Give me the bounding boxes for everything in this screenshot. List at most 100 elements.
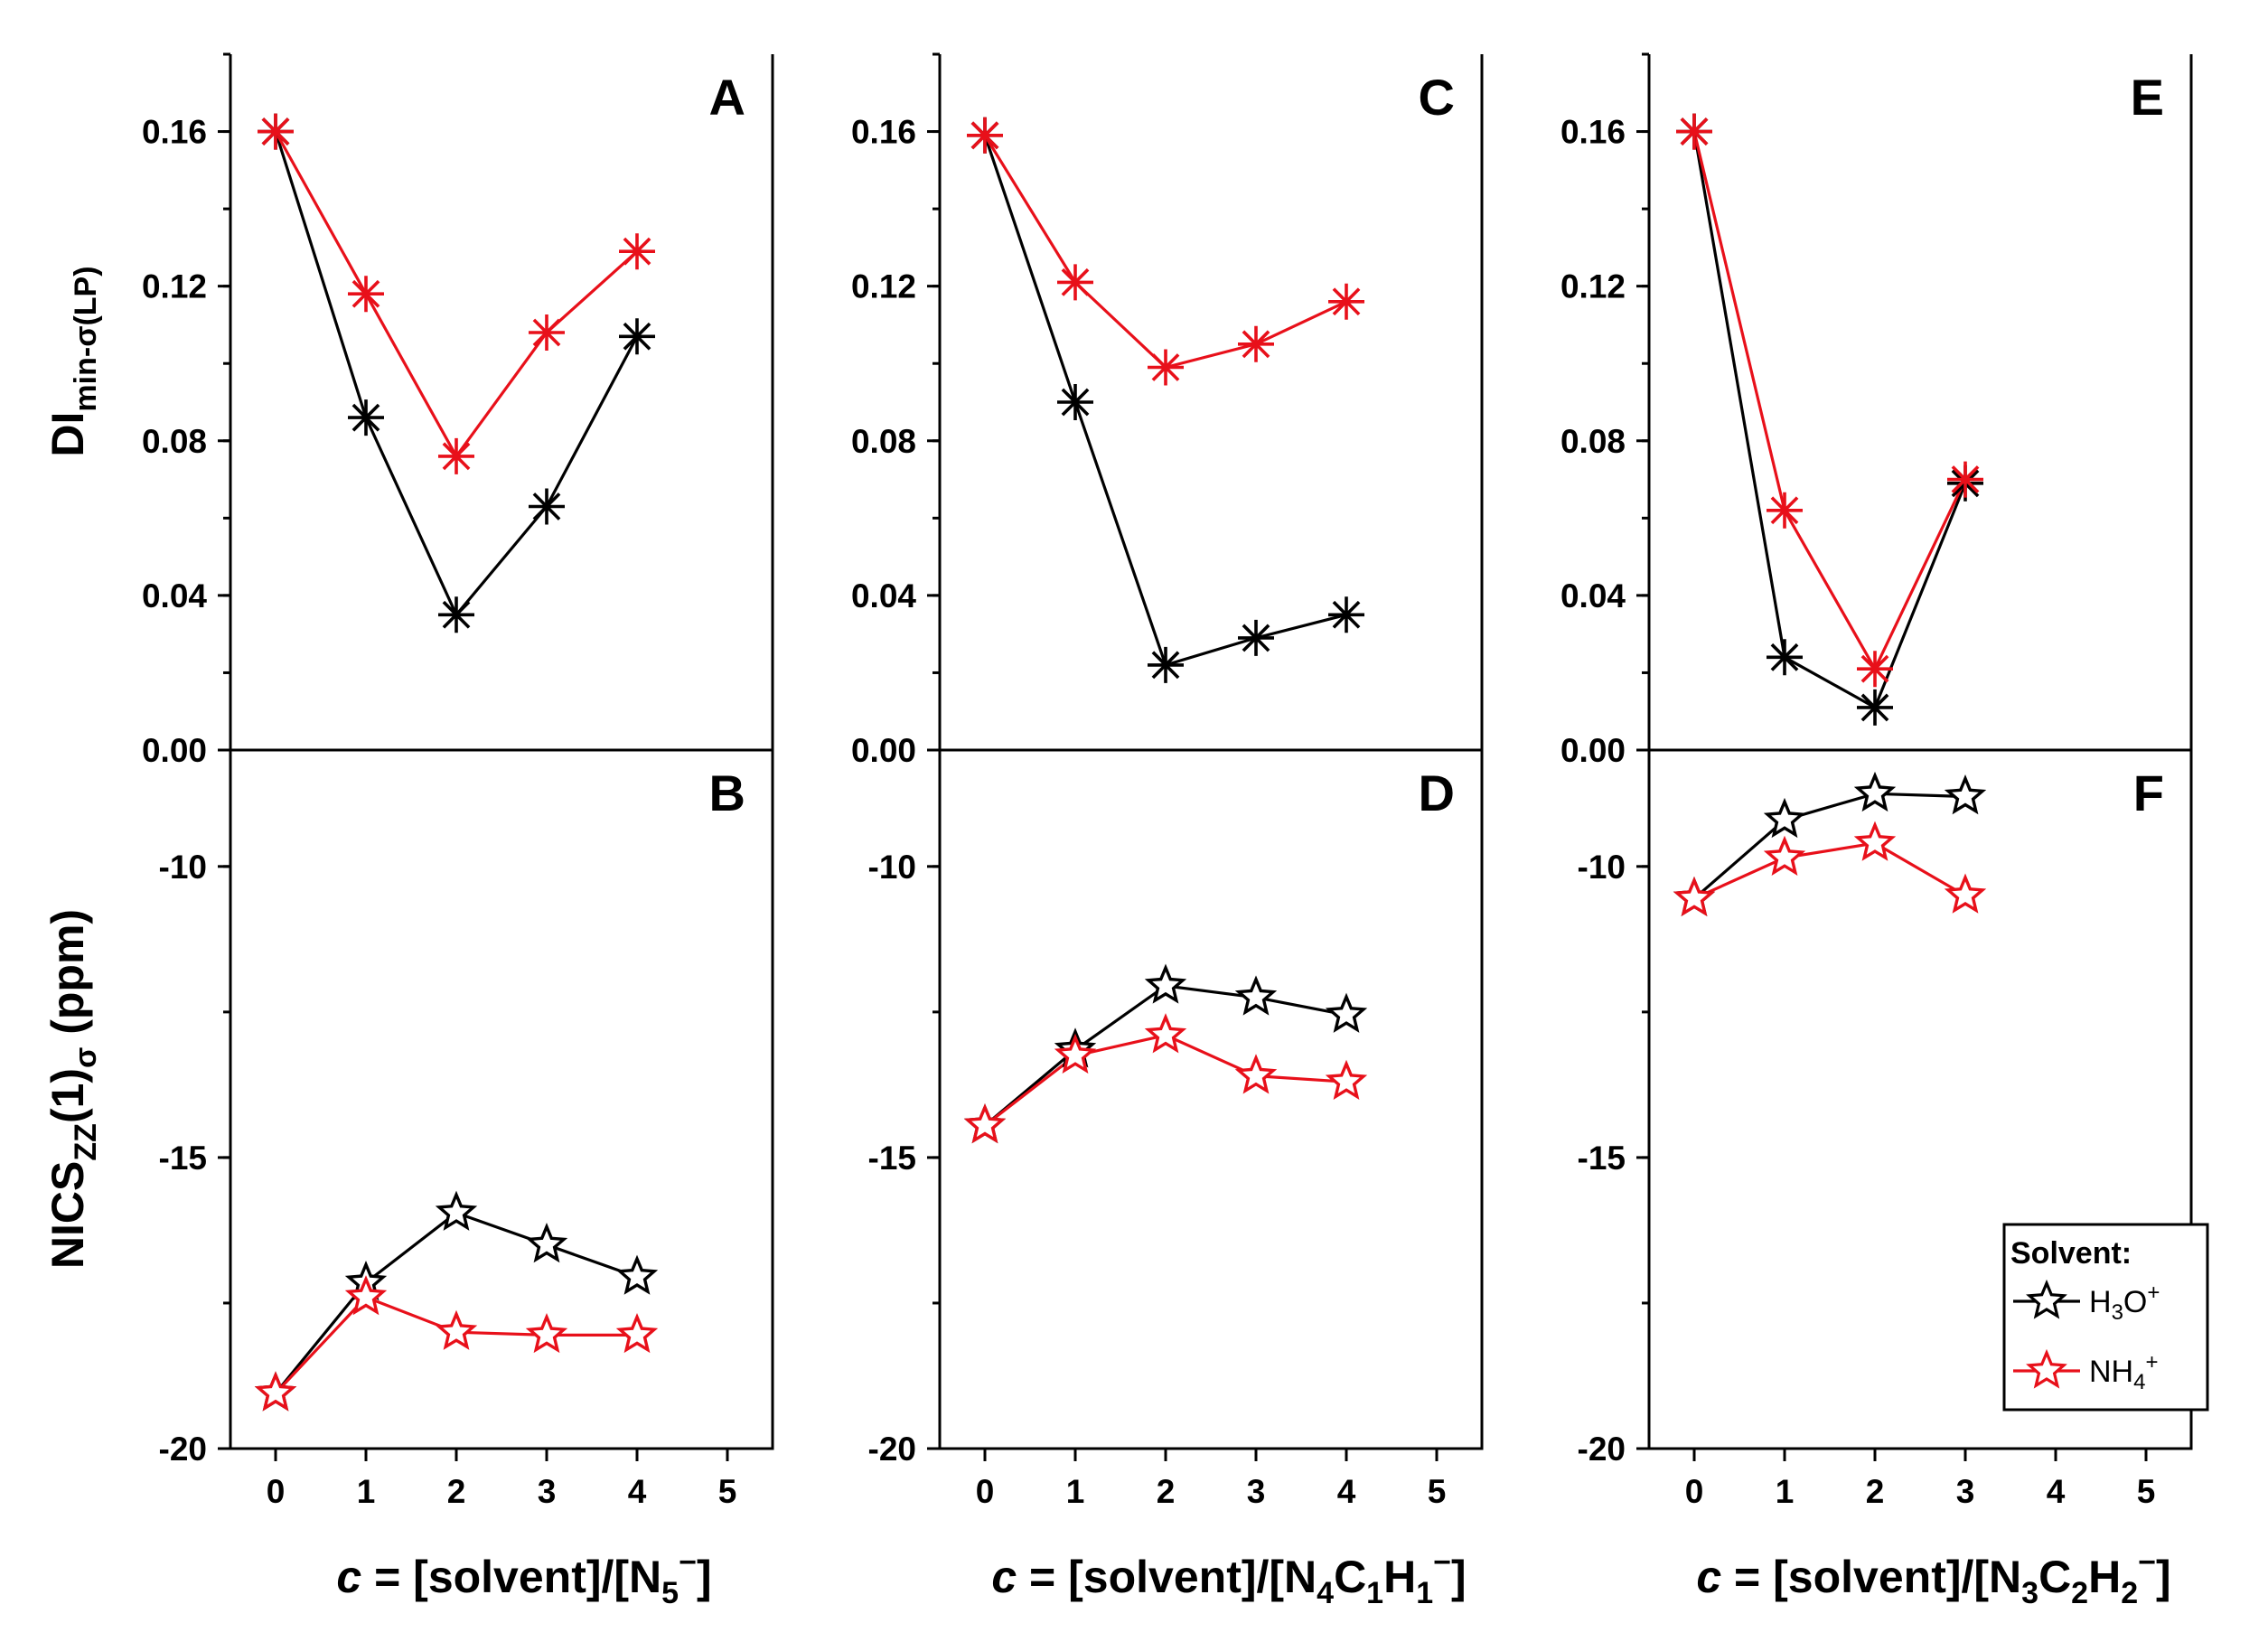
legend-label-h3o: H3O+ (2089, 1280, 2160, 1325)
y-tick-label-A: 0.04 (142, 577, 207, 614)
series-line-C-nh4 (983, 134, 1347, 370)
data-point-D-h3o (1325, 992, 1368, 1033)
panel-letter-E: E (2131, 69, 2164, 126)
y-tick-label-F: -20 (1578, 1431, 1626, 1468)
y-tick-label-D: -15 (868, 1140, 916, 1177)
y-tick-label-A: 0.12 (142, 268, 207, 305)
data-point-F-h3o (1944, 774, 1987, 815)
data-point-E-nh4 (1857, 651, 1893, 688)
x-axis-title-middle: c = [solvent]/[N4C1H1−] (991, 1545, 1466, 1610)
data-point-A-h3o (348, 399, 384, 436)
data-point-B-h3o (525, 1223, 568, 1263)
series-line-F-nh4 (1693, 841, 1966, 900)
y-tick-label-E: 0.04 (1560, 577, 1626, 614)
x-tick-label-D: 0 (976, 1473, 995, 1510)
data-point-C-h3o (1057, 384, 1093, 420)
y-axis-title-bottom: NICSZZ(1)σ (ppm) (42, 909, 103, 1269)
x-tick-label-B: 1 (357, 1473, 376, 1510)
data-point-C-h3o (1148, 646, 1184, 683)
y-tick-label-D: -10 (868, 849, 916, 886)
data-point-B-nh4 (344, 1275, 388, 1316)
y-tick-label-F: -15 (1578, 1140, 1626, 1177)
x-tick-label-B: 4 (628, 1473, 647, 1510)
y-tick-label-C: 0.00 (851, 732, 916, 769)
panel-A: 0.00 0.04 0.08 0.12 0.16 A (142, 52, 774, 769)
legend-label-nh4: NH4+ (2089, 1350, 2158, 1394)
panel-B: -20 -15 -10 0 1 2 3 4 5 B (159, 750, 774, 1510)
series-line-E-h3o (1692, 131, 1967, 710)
x-axis-title-left: c = [solvent]/[N5−] (336, 1545, 711, 1610)
series-line-A-nh4 (274, 130, 639, 459)
panel-F: -20 -15 -10 0 1 2 3 4 5 F (1578, 750, 2193, 1510)
data-point-F-nh4 (1944, 873, 1987, 914)
data-point-E-nh4 (1947, 461, 1983, 498)
x-tick-label-F: 3 (1956, 1473, 1975, 1510)
axes-frame-B (229, 750, 774, 1450)
data-point-C-nh4 (1328, 283, 1364, 320)
panel-E: 0.00 0.04 0.08 0.12 0.16 E (1560, 52, 2193, 769)
panel-letter-C: C (1419, 69, 1455, 126)
panel-C: 0.00 0.04 0.08 0.12 0.16 C (851, 52, 1484, 769)
data-point-B-nh4 (435, 1309, 478, 1350)
legend-entry-nh4: NH4+ (2013, 1348, 2158, 1394)
series-line-A-h3o (274, 131, 639, 618)
x-tick-label-B: 0 (267, 1473, 286, 1510)
data-point-B-nh4 (615, 1312, 659, 1354)
data-point-F-nh4 (1763, 835, 1806, 876)
data-point-D-nh4 (1144, 1013, 1187, 1054)
data-point-E-h3o (1857, 689, 1893, 726)
series-line-D-h3o (983, 984, 1347, 1127)
x-tick-label-B: 2 (447, 1473, 466, 1510)
series-line-F-h3o (1692, 792, 1966, 900)
data-point-D-nh4 (1054, 1033, 1097, 1074)
data-point-F-h3o (1853, 771, 1897, 812)
data-point-A-h3o (438, 596, 474, 633)
data-point-B-h3o (435, 1190, 478, 1231)
y-axis-title-top: DImin-σ(LP) (42, 266, 103, 456)
data-point-E-nh4 (1767, 492, 1803, 529)
x-tick-label-D: 2 (1157, 1473, 1176, 1510)
x-tick-label-B: 5 (718, 1473, 737, 1510)
x-tick-label-F: 5 (2137, 1473, 2156, 1510)
data-point-D-nh4 (1234, 1054, 1278, 1094)
x-tick-label-D: 1 (1066, 1473, 1085, 1510)
y-tick-label-C: 0.16 (851, 114, 916, 151)
data-point-F-h3o (1763, 797, 1806, 839)
data-point-A-nh4 (348, 276, 384, 313)
axes-frame-E (1647, 54, 2191, 752)
y-tick-label-A: 0.00 (142, 732, 207, 769)
y-tick-label-F: -10 (1578, 849, 1626, 886)
data-point-B-nh4 (525, 1312, 568, 1354)
series-line-E-nh4 (1692, 131, 1967, 672)
panel-letter-F: F (2133, 765, 2164, 821)
data-point-D-h3o (1144, 963, 1187, 1004)
y-tick-label-C: 0.12 (851, 268, 916, 305)
y-tick-label-B: -20 (159, 1431, 207, 1468)
data-point-A-nh4 (438, 437, 474, 474)
data-point-B-h3o (615, 1254, 659, 1295)
panel-letter-A: A (709, 69, 745, 126)
y-tick-label-D: -20 (868, 1431, 916, 1468)
data-point-E-h3o (1767, 639, 1803, 676)
x-tick-label-F: 4 (2047, 1473, 2066, 1510)
axes-frame-A (229, 54, 773, 752)
y-tick-label-B: -15 (159, 1140, 207, 1177)
data-point-D-nh4 (963, 1103, 1007, 1144)
legend-title: Solvent: (2010, 1236, 2132, 1271)
x-tick-label-B: 3 (538, 1473, 557, 1510)
data-point-F-nh4 (1673, 876, 1716, 916)
series-line-C-h3o (983, 135, 1347, 667)
data-point-B-nh4 (254, 1371, 297, 1412)
panel-letter-D: D (1419, 765, 1455, 821)
y-tick-label-A: 0.16 (142, 114, 207, 151)
data-point-A-nh4 (258, 113, 294, 150)
data-point-A-h3o (619, 318, 655, 355)
data-point-C-h3o (1328, 596, 1364, 633)
legend-star-marker-h3o (2026, 1279, 2067, 1319)
x-tick-label-F: 0 (1685, 1473, 1704, 1510)
y-tick-label-B: -10 (159, 849, 207, 886)
data-point-A-nh4 (529, 314, 565, 351)
legend: Solvent: H3O+ NH4+ (2002, 1223, 2209, 1412)
y-tick-label-E: 0.16 (1560, 114, 1626, 151)
